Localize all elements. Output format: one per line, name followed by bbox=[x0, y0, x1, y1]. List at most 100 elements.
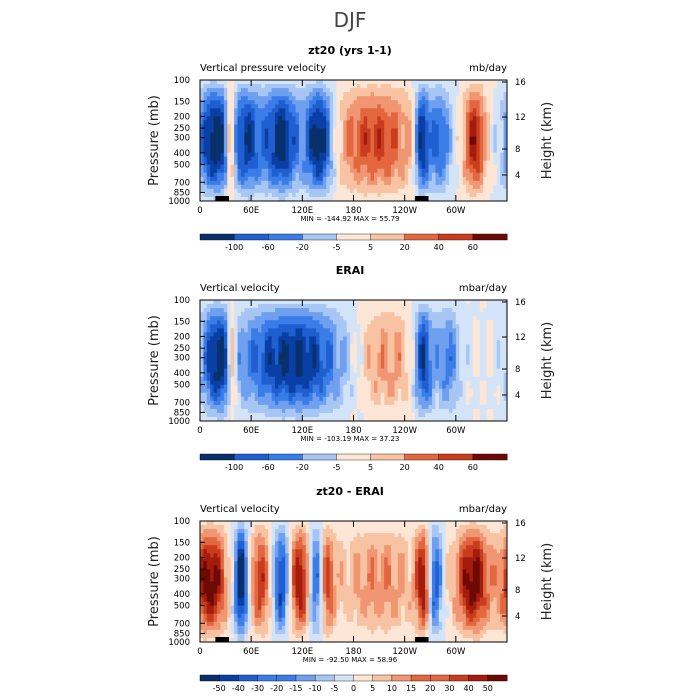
heatmap-cell bbox=[418, 84, 423, 89]
heatmap-cell bbox=[363, 80, 368, 85]
heatmap-cell bbox=[496, 332, 501, 337]
heatmap-cell bbox=[425, 120, 429, 125]
heatmap-cell bbox=[428, 112, 433, 117]
heatmap-cell bbox=[292, 152, 296, 158]
heatmap-cell bbox=[503, 92, 508, 97]
heatmap-cell bbox=[339, 196, 344, 202]
heatmap-cell bbox=[329, 312, 334, 317]
heatmap-cell bbox=[203, 372, 208, 378]
heatmap-cell bbox=[247, 172, 252, 178]
heatmap-cell bbox=[356, 328, 361, 333]
heatmap-cell bbox=[384, 388, 389, 394]
heatmap-cell bbox=[503, 180, 508, 186]
heatmap-cell bbox=[329, 352, 334, 357]
heatmap-cell bbox=[445, 84, 450, 89]
heatmap-cell bbox=[367, 336, 371, 341]
heatmap-cell bbox=[271, 348, 276, 353]
heatmap-cell bbox=[486, 88, 491, 93]
heatmap-cell bbox=[397, 100, 402, 105]
heatmap-cell bbox=[367, 128, 371, 133]
heatmap-cell bbox=[367, 160, 371, 166]
heatmap-cell bbox=[305, 172, 310, 178]
heatmap-cell bbox=[391, 160, 395, 166]
heatmap-cell bbox=[356, 100, 361, 105]
heatmap-cell bbox=[370, 144, 375, 149]
heatmap-cell bbox=[367, 328, 371, 333]
heatmap-cell bbox=[288, 136, 293, 141]
heatmap-cell bbox=[247, 376, 252, 382]
heatmap-cell bbox=[449, 176, 453, 182]
heatmap-cell bbox=[309, 344, 313, 349]
heatmap-cell bbox=[326, 100, 331, 105]
heatmap-cell bbox=[391, 112, 395, 117]
heatmap-cell bbox=[408, 132, 412, 137]
heatmap-cell bbox=[305, 80, 310, 85]
heatmap-cell bbox=[271, 88, 276, 93]
heatmap-cell bbox=[203, 304, 208, 309]
heatmap-cell bbox=[302, 120, 307, 125]
heatmap-cell bbox=[438, 116, 443, 121]
heatmap-cell bbox=[459, 176, 464, 182]
heatmap-cell bbox=[251, 192, 255, 198]
heatmap-cell bbox=[356, 148, 361, 153]
heatmap-cell bbox=[384, 304, 389, 309]
heatmap-cell bbox=[346, 392, 351, 398]
heatmap-cell bbox=[244, 148, 249, 153]
heatmap-cell bbox=[408, 304, 412, 309]
heatmap-cell bbox=[469, 176, 474, 182]
heatmap-cell bbox=[268, 132, 273, 137]
heatmap-cell bbox=[455, 180, 460, 186]
heatmap-cell bbox=[466, 132, 470, 137]
heatmap-cell bbox=[281, 88, 286, 93]
heatmap-cell bbox=[503, 320, 508, 325]
heatmap-cell bbox=[445, 160, 450, 166]
heatmap-cell bbox=[210, 388, 215, 394]
heatmap-cell bbox=[295, 360, 300, 365]
heatmap-cell bbox=[404, 184, 409, 190]
heatmap-cell bbox=[237, 180, 242, 186]
heatmap-cell bbox=[356, 188, 361, 194]
heatmap-cell bbox=[206, 328, 211, 333]
heatmap-cell bbox=[268, 336, 273, 341]
heatmap-cell bbox=[336, 80, 341, 85]
heatmap-cell bbox=[264, 88, 269, 93]
heatmap-cell bbox=[408, 392, 412, 398]
heatmap-cell bbox=[223, 128, 228, 133]
heatmap-cell bbox=[200, 368, 204, 373]
heatmap-cell bbox=[455, 344, 460, 349]
heatmap-cell bbox=[384, 84, 389, 89]
heatmap-cell bbox=[455, 140, 460, 145]
heatmap-cell bbox=[455, 112, 460, 117]
heatmap-cell bbox=[278, 380, 283, 386]
heatmap-cell bbox=[240, 132, 245, 137]
heatmap-cell bbox=[251, 384, 255, 390]
heatmap-cell bbox=[486, 324, 491, 329]
heatmap-cell bbox=[363, 196, 368, 202]
heatmap-cell bbox=[275, 332, 279, 337]
heatmap-cell bbox=[268, 304, 273, 309]
heatmap-cell bbox=[278, 372, 283, 378]
heatmap-cell bbox=[251, 392, 255, 398]
heatmap-cell bbox=[281, 352, 286, 357]
heatmap-cell bbox=[271, 104, 276, 109]
heatmap-cell bbox=[404, 332, 409, 337]
heatmap-cell bbox=[247, 356, 252, 361]
heatmap-cell bbox=[257, 356, 262, 361]
heatmap-cell bbox=[486, 116, 491, 121]
heatmap-cell bbox=[449, 84, 453, 89]
heatmap-cell bbox=[408, 300, 412, 305]
heatmap-cell bbox=[285, 360, 290, 365]
heatmap-cell bbox=[227, 336, 232, 341]
heatmap-cell bbox=[295, 388, 300, 394]
heatmap-cell bbox=[240, 124, 245, 129]
heatmap-cell bbox=[292, 144, 296, 149]
heatmap-cell bbox=[244, 384, 249, 390]
heatmap-cell bbox=[268, 112, 273, 117]
heatmap-cell bbox=[404, 300, 409, 305]
heatmap-cell bbox=[261, 180, 266, 186]
heatmap-cell bbox=[421, 348, 426, 353]
heatmap-cell bbox=[315, 160, 320, 166]
heatmap-cell bbox=[206, 104, 211, 109]
heatmap-cell bbox=[247, 316, 252, 321]
heatmap-cell bbox=[414, 140, 419, 145]
